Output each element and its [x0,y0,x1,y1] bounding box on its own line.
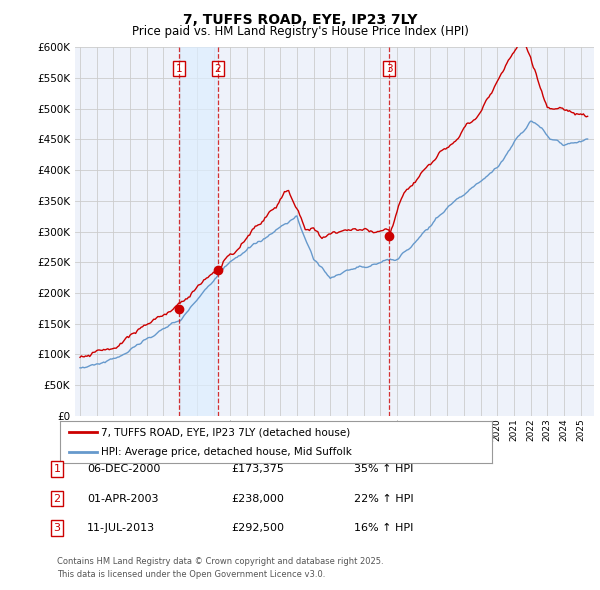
Text: £173,375: £173,375 [231,464,284,474]
Text: 01-APR-2003: 01-APR-2003 [87,494,158,503]
Text: 3: 3 [53,523,61,533]
Text: 06-DEC-2000: 06-DEC-2000 [87,464,160,474]
Text: £238,000: £238,000 [231,494,284,503]
Text: 22% ↑ HPI: 22% ↑ HPI [354,494,413,503]
Text: 7, TUFFS ROAD, EYE, IP23 7LY (detached house): 7, TUFFS ROAD, EYE, IP23 7LY (detached h… [101,427,350,437]
Text: 2: 2 [214,64,221,74]
Text: 2: 2 [53,494,61,503]
Text: This data is licensed under the Open Government Licence v3.0.: This data is licensed under the Open Gov… [57,571,325,579]
Bar [179,47,218,416]
Text: 16% ↑ HPI: 16% ↑ HPI [354,523,413,533]
Text: 7, TUFFS ROAD, EYE, IP23 7LY: 7, TUFFS ROAD, EYE, IP23 7LY [183,13,417,27]
Text: 35% ↑ HPI: 35% ↑ HPI [354,464,413,474]
Text: £292,500: £292,500 [231,523,284,533]
Text: 1: 1 [53,464,61,474]
Text: HPI: Average price, detached house, Mid Suffolk: HPI: Average price, detached house, Mid … [101,447,352,457]
Text: Price paid vs. HM Land Registry's House Price Index (HPI): Price paid vs. HM Land Registry's House … [131,25,469,38]
Text: Contains HM Land Registry data © Crown copyright and database right 2025.: Contains HM Land Registry data © Crown c… [57,558,383,566]
Text: 3: 3 [386,64,392,74]
Text: 1: 1 [175,64,182,74]
Text: 11-JUL-2013: 11-JUL-2013 [87,523,155,533]
